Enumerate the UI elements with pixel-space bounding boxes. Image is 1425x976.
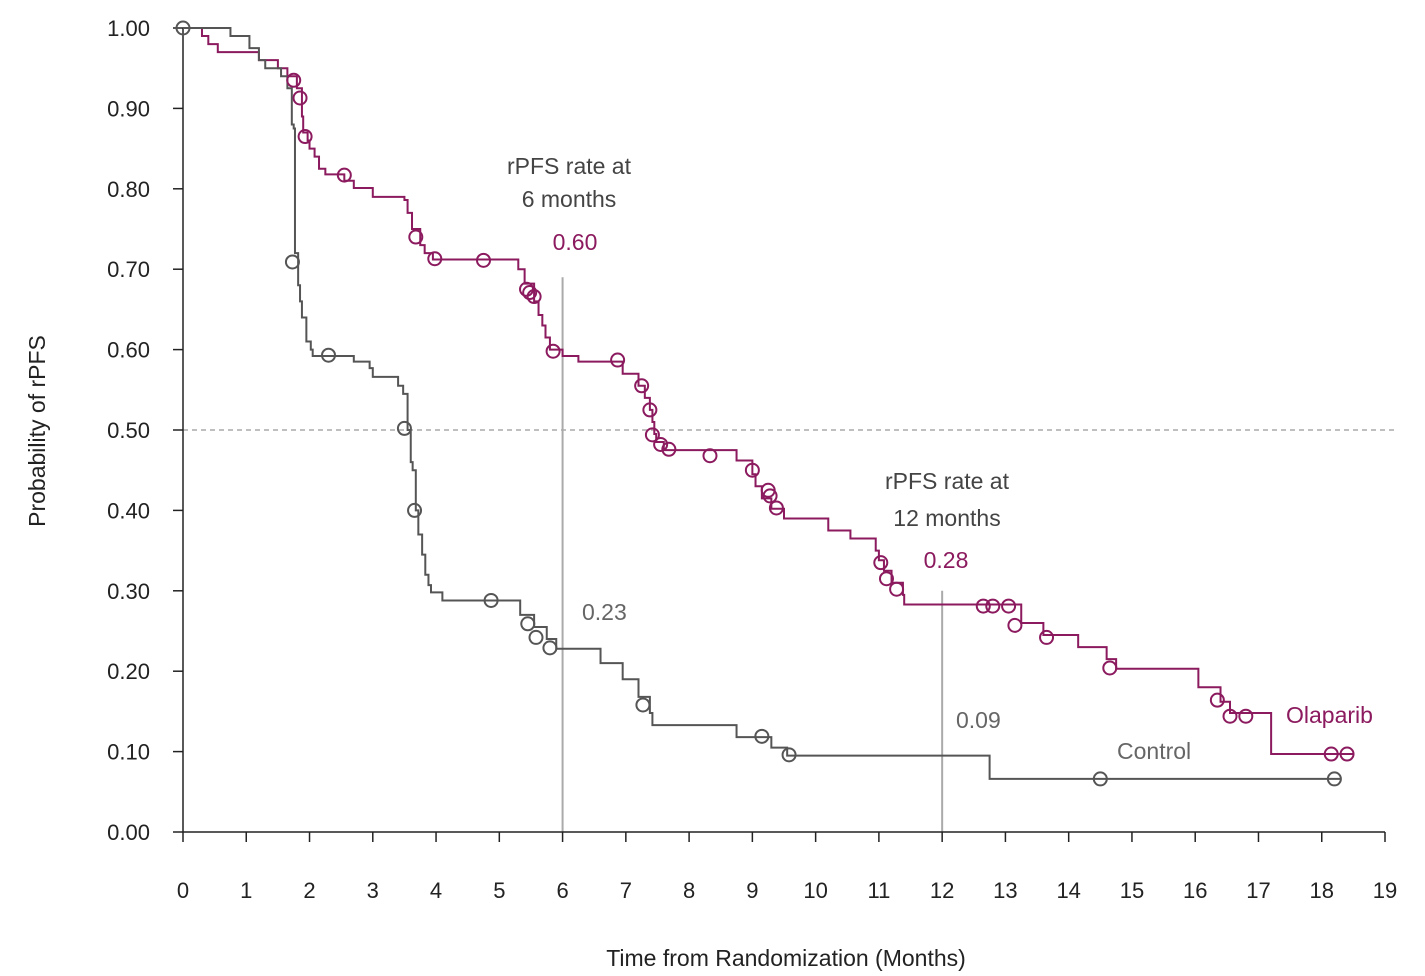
y-tick-label-0.80: 0.80 <box>107 177 150 202</box>
six-month-olaparib-rate: 0.60 <box>553 229 598 255</box>
olaparib-censor-mark-3 <box>336 167 352 183</box>
olaparib-censor-mark-33 <box>1238 708 1254 724</box>
olaparib-censor-mark-21 <box>768 500 784 516</box>
x-tick-label-13: 13 <box>993 878 1017 903</box>
control-censor-mark-13 <box>1326 771 1342 787</box>
olaparib-censor-mark-2 <box>297 129 313 145</box>
olaparib-censor-mark-23 <box>878 571 894 587</box>
olaparib-censor-mark-5 <box>427 251 443 267</box>
x-tick-label-19: 19 <box>1373 878 1397 903</box>
twelve-month-heading-line1: rPFS rate at <box>885 468 1010 494</box>
control-censor-mark-12 <box>1092 771 1108 787</box>
control-censor-mark-7 <box>528 629 544 645</box>
y-axis-title: Probability of rPFS <box>24 335 50 527</box>
x-tick-label-18: 18 <box>1309 878 1333 903</box>
olaparib-censor-mark-6 <box>476 252 491 268</box>
twelve-month-control-rate: 0.09 <box>956 707 1001 733</box>
y-tick-label-0.20: 0.20 <box>107 659 150 684</box>
olaparib-censor-mark-10 <box>545 343 561 359</box>
x-tick-label-5: 5 <box>493 878 505 903</box>
x-tick-label-8: 8 <box>683 878 695 903</box>
olaparib-censor-mark-0 <box>286 72 302 88</box>
olaparib-censor-mark-24 <box>889 581 905 597</box>
y-tick-label-0.00: 0.00 <box>107 820 150 845</box>
olaparib-censor-mark-4 <box>408 229 424 245</box>
x-tick-label-6: 6 <box>556 878 568 903</box>
y-tick-label-0.10: 0.10 <box>107 740 150 765</box>
control-censor-mark-4 <box>407 502 423 518</box>
x-tick-label-3: 3 <box>367 878 379 903</box>
y-tick-label-0.50: 0.50 <box>107 418 150 443</box>
six-month-heading-line1: rPFS rate at <box>507 153 632 179</box>
olaparib-survival-curve <box>183 27 1354 756</box>
control-censor-mark-11 <box>781 747 797 763</box>
x-tick-label-9: 9 <box>746 878 758 903</box>
x-tick-label-4: 4 <box>430 878 442 903</box>
y-tick-label-1.00: 1.00 <box>107 16 150 41</box>
x-tick-label-16: 16 <box>1183 878 1207 903</box>
x-tick-label-1: 1 <box>240 878 252 903</box>
twelve-month-olaparib-rate: 0.28 <box>924 547 969 573</box>
control-survival-curve <box>183 27 1341 780</box>
olaparib-censor-mark-20 <box>762 488 778 504</box>
olaparib-censor-mark-8 <box>522 285 538 301</box>
olaparib-censor-mark-28 <box>1007 617 1023 633</box>
x-tick-label-14: 14 <box>1056 878 1080 903</box>
olaparib-censor-mark-7 <box>519 281 535 297</box>
x-tick-label-15: 15 <box>1120 878 1144 903</box>
control-legend-label: Control <box>1117 738 1191 764</box>
x-axis-title: Time from Randomization (Months) <box>606 945 966 971</box>
x-tick-label-12: 12 <box>930 878 954 903</box>
olaparib-censor-mark-17 <box>702 448 718 464</box>
olaparib-censor-mark-1 <box>292 90 308 106</box>
control-censor-mark-3 <box>396 420 412 436</box>
x-tick-label-11: 11 <box>867 878 890 903</box>
olaparib-censor-mark-35 <box>1339 746 1355 762</box>
y-tick-label-0.40: 0.40 <box>107 498 150 523</box>
olaparib-censor-mark-25 <box>975 598 991 614</box>
y-tick-label-0.30: 0.30 <box>107 579 150 604</box>
y-tick-label-0.60: 0.60 <box>107 338 150 363</box>
control-censor-mark-6 <box>520 616 536 632</box>
olaparib-censor-mark-15 <box>653 436 669 452</box>
censor-marks <box>175 20 1355 787</box>
reference-lines <box>183 277 1398 832</box>
x-tick-label-0: 0 <box>177 878 189 903</box>
olaparib-censor-mark-18 <box>744 462 760 478</box>
olaparib-censor-mark-30 <box>1102 660 1118 676</box>
six-month-heading-line2: 6 months <box>522 186 617 212</box>
control-censor-mark-1 <box>284 254 300 270</box>
x-tick-label-17: 17 <box>1246 878 1270 903</box>
axes: 0 1 2 3 4 5 6 7 8 9 10 11 12 13 14 15 16 17 18 190.000.100.… <box>107 16 1397 903</box>
twelve-month-heading-line2: 12 months <box>893 505 1000 531</box>
olaparib-censor-mark-31 <box>1209 692 1225 708</box>
control-censor-mark-10 <box>754 728 770 744</box>
x-tick-label-2: 2 <box>303 878 315 903</box>
olaparib-censor-mark-29 <box>1039 629 1055 645</box>
control-censor-mark-5 <box>483 592 499 608</box>
x-tick-label-10: 10 <box>803 878 827 903</box>
olaparib-censor-mark-9 <box>526 289 542 305</box>
six-month-control-rate: 0.23 <box>582 599 627 625</box>
olaparib-censor-mark-26 <box>985 598 1001 614</box>
olaparib-censor-mark-34 <box>1323 746 1339 762</box>
olaparib-censor-mark-32 <box>1222 708 1238 724</box>
control-censor-mark-2 <box>321 347 337 363</box>
olaparib-legend-label: Olaparib <box>1286 702 1373 728</box>
y-tick-label-0.70: 0.70 <box>107 257 150 282</box>
olaparib-censor-mark-22 <box>873 555 889 571</box>
olaparib-censor-mark-16 <box>661 441 677 457</box>
olaparib-censor-mark-11 <box>610 352 626 368</box>
olaparib-censor-mark-12 <box>634 378 650 394</box>
survival-curves <box>183 27 1354 780</box>
y-tick-label-0.90: 0.90 <box>107 96 150 121</box>
x-tick-label-7: 7 <box>620 878 632 903</box>
control-censor-mark-9 <box>635 697 651 713</box>
olaparib-censor-mark-14 <box>644 427 660 443</box>
control-censor-mark-0 <box>175 20 191 36</box>
olaparib-censor-mark-27 <box>1001 598 1017 614</box>
olaparib-censor-mark-13 <box>642 402 658 418</box>
control-censor-mark-8 <box>542 640 558 656</box>
